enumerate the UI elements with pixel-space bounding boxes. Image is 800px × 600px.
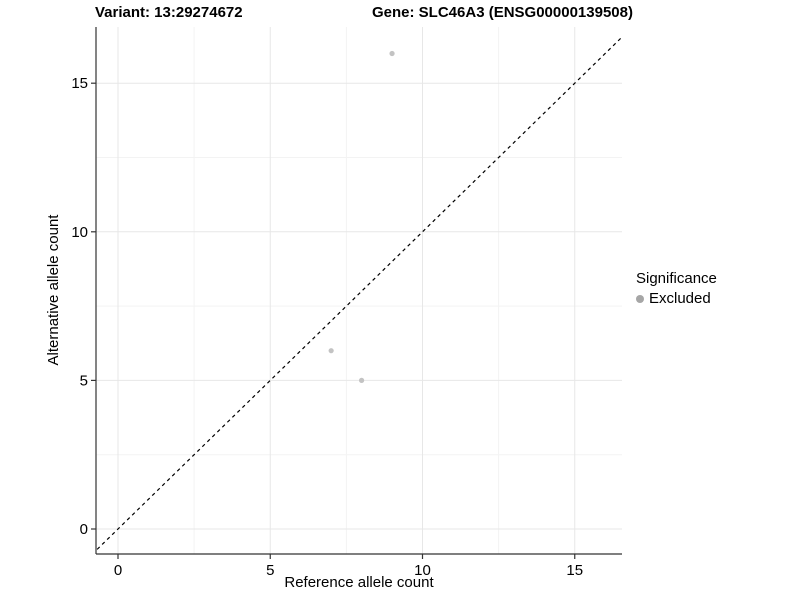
legend-item: Excluded: [636, 290, 717, 307]
x-tick-label: 0: [114, 562, 122, 579]
plot-title-variant: Variant: 13:29274672: [95, 4, 243, 21]
legend-marker-dot: [636, 294, 644, 303]
y-tick-label: 15: [71, 75, 88, 92]
x-axis-title: Reference allele count: [284, 574, 434, 591]
data-point: [359, 377, 365, 383]
legend: Significance Excluded: [636, 270, 717, 307]
data-point: [389, 50, 395, 57]
data-point: [328, 348, 334, 354]
y-axis-title: Alternative allele count: [45, 214, 62, 366]
x-tick-label: 10: [414, 562, 431, 579]
y-tick-label: 5: [80, 372, 88, 389]
legend-items: Excluded: [636, 290, 717, 307]
identity-reference-line: [96, 36, 622, 552]
y-tick-label: 10: [71, 224, 88, 241]
plot-title-gene: Gene: SLC46A3 (ENSG00000139508): [372, 4, 633, 21]
x-tick-label: 15: [566, 562, 583, 579]
x-tick-label: 5: [266, 562, 274, 579]
y-tick-label: 0: [80, 521, 88, 538]
legend-title: Significance: [636, 270, 717, 287]
legend-item-label: Excluded: [649, 290, 711, 307]
